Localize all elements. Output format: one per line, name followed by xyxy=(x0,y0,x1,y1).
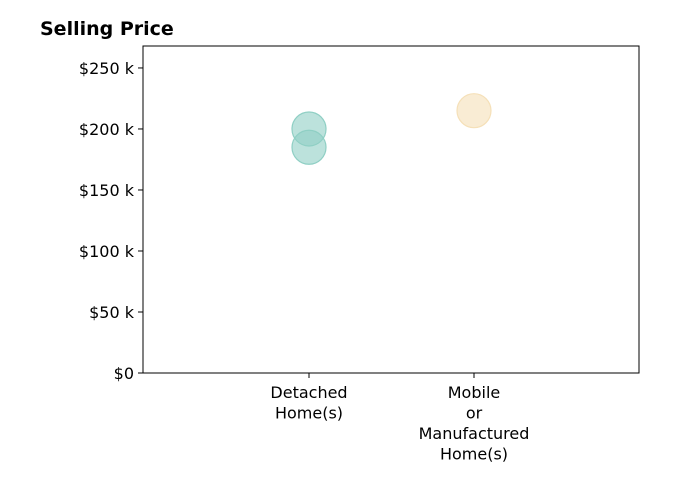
x-tick-label: Detached Home(s) xyxy=(270,383,347,423)
plot-frame xyxy=(142,45,640,374)
y-tick-label: $100 k xyxy=(79,242,135,261)
y-tick-label: $0 xyxy=(114,364,134,383)
x-tick-label: Mobile or Manufactured Home(s) xyxy=(419,383,530,464)
y-tick-label: $150 k xyxy=(79,181,135,200)
y-tick-label: $50 k xyxy=(89,303,135,322)
chart-marks xyxy=(291,93,492,165)
data-point xyxy=(291,129,327,165)
data-point xyxy=(456,93,492,129)
chart-title: Selling Price xyxy=(40,18,174,40)
y-tick-label: $250 k xyxy=(79,59,135,78)
y-tick-label: $200 k xyxy=(79,120,135,139)
